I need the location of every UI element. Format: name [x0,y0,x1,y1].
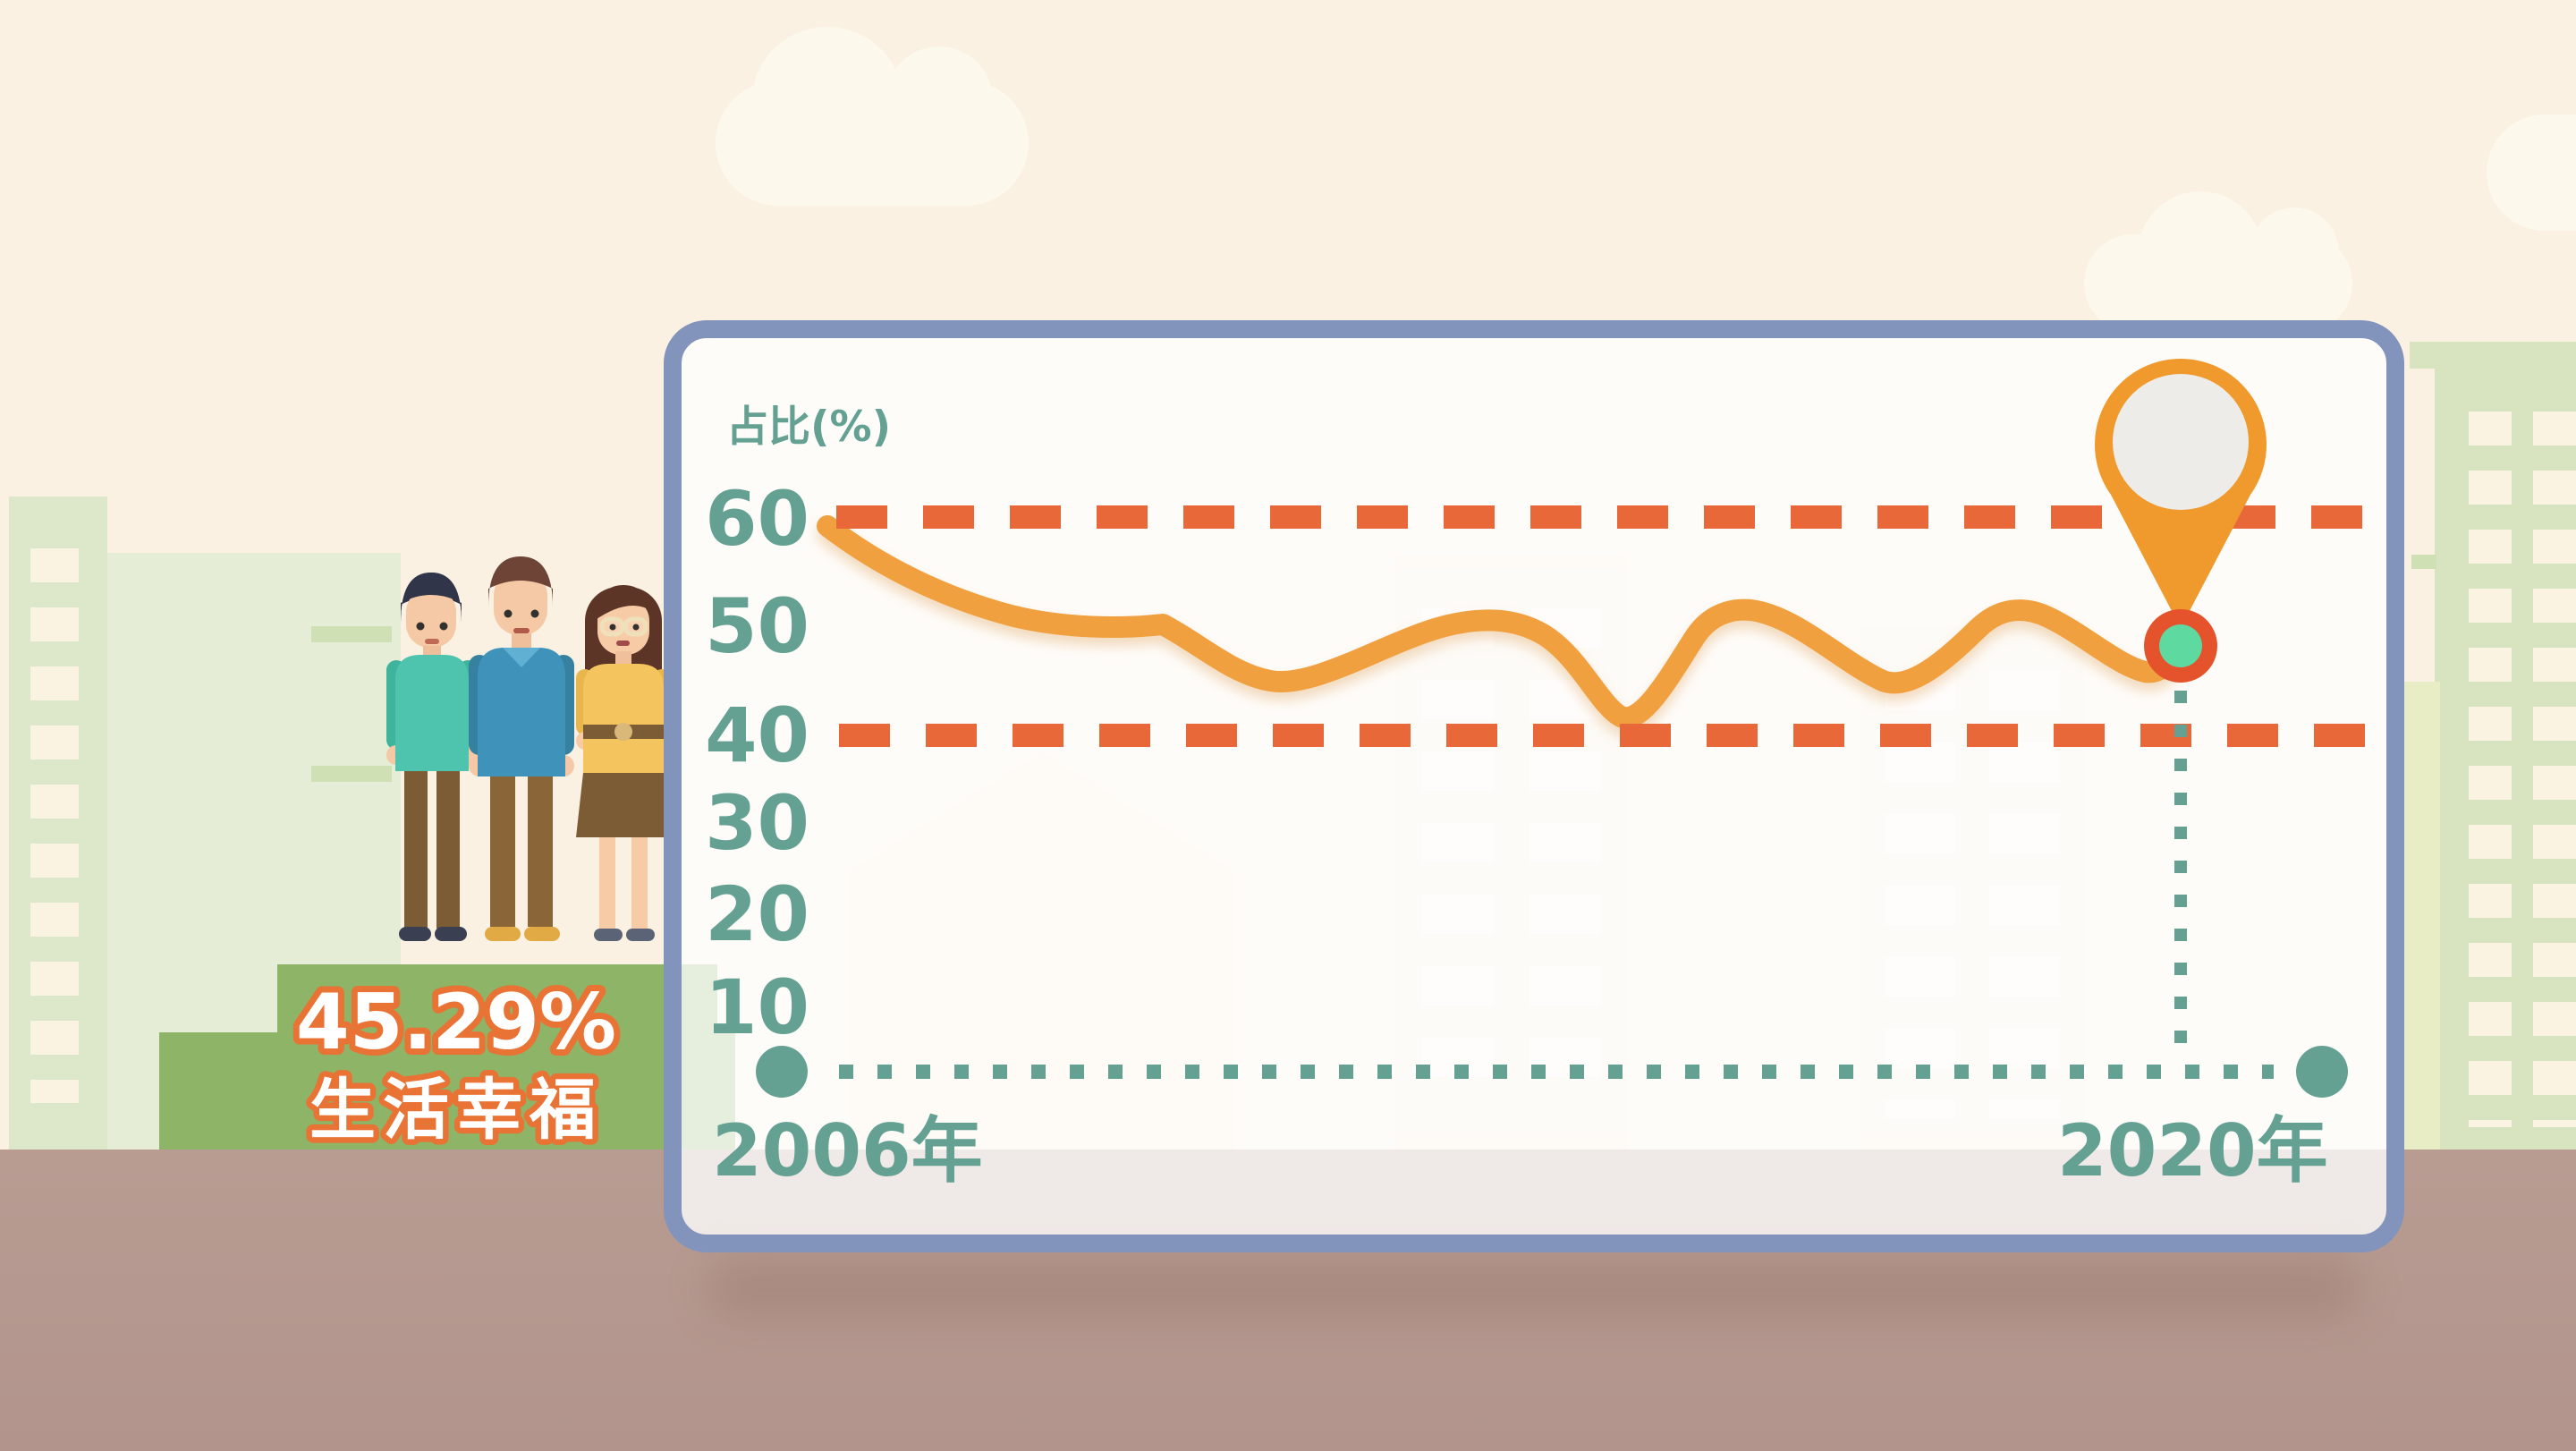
cloud [716,27,1029,206]
building-left [9,496,107,1150]
podium-step-upper [277,964,717,1034]
y-tick-30: 30 [705,779,809,867]
building-ledge [2411,555,2436,569]
y-tick-50: 50 [705,582,809,670]
podium-step-lower [159,1032,735,1150]
building-windows [2533,412,2576,1127]
x-label-start: 2006年 [712,1109,983,1192]
cloud [2084,191,2352,333]
x-label-end: 2020年 [2057,1109,2328,1192]
y-tick-60: 60 [705,475,809,563]
podium-caption-label: 生活幸福 [309,1072,603,1149]
building-right [2411,342,2576,1150]
y-axis-label: 占比(%) [726,403,892,452]
building-ledge [311,766,392,782]
y-tick-10: 10 [705,963,809,1051]
podium-caption: 45.29% 生活幸福 [290,972,623,1155]
building-right-strip [2404,682,2440,1150]
building-ledge [311,626,392,642]
cloud [2487,115,2576,231]
y-tick-20: 20 [705,870,809,958]
building-windows [2469,412,2512,1127]
podium-percent-label: 45.29% [296,978,616,1067]
building-windows [30,548,79,1103]
panel-shadow [707,1256,2361,1319]
y-tick-40: 40 [705,692,809,779]
